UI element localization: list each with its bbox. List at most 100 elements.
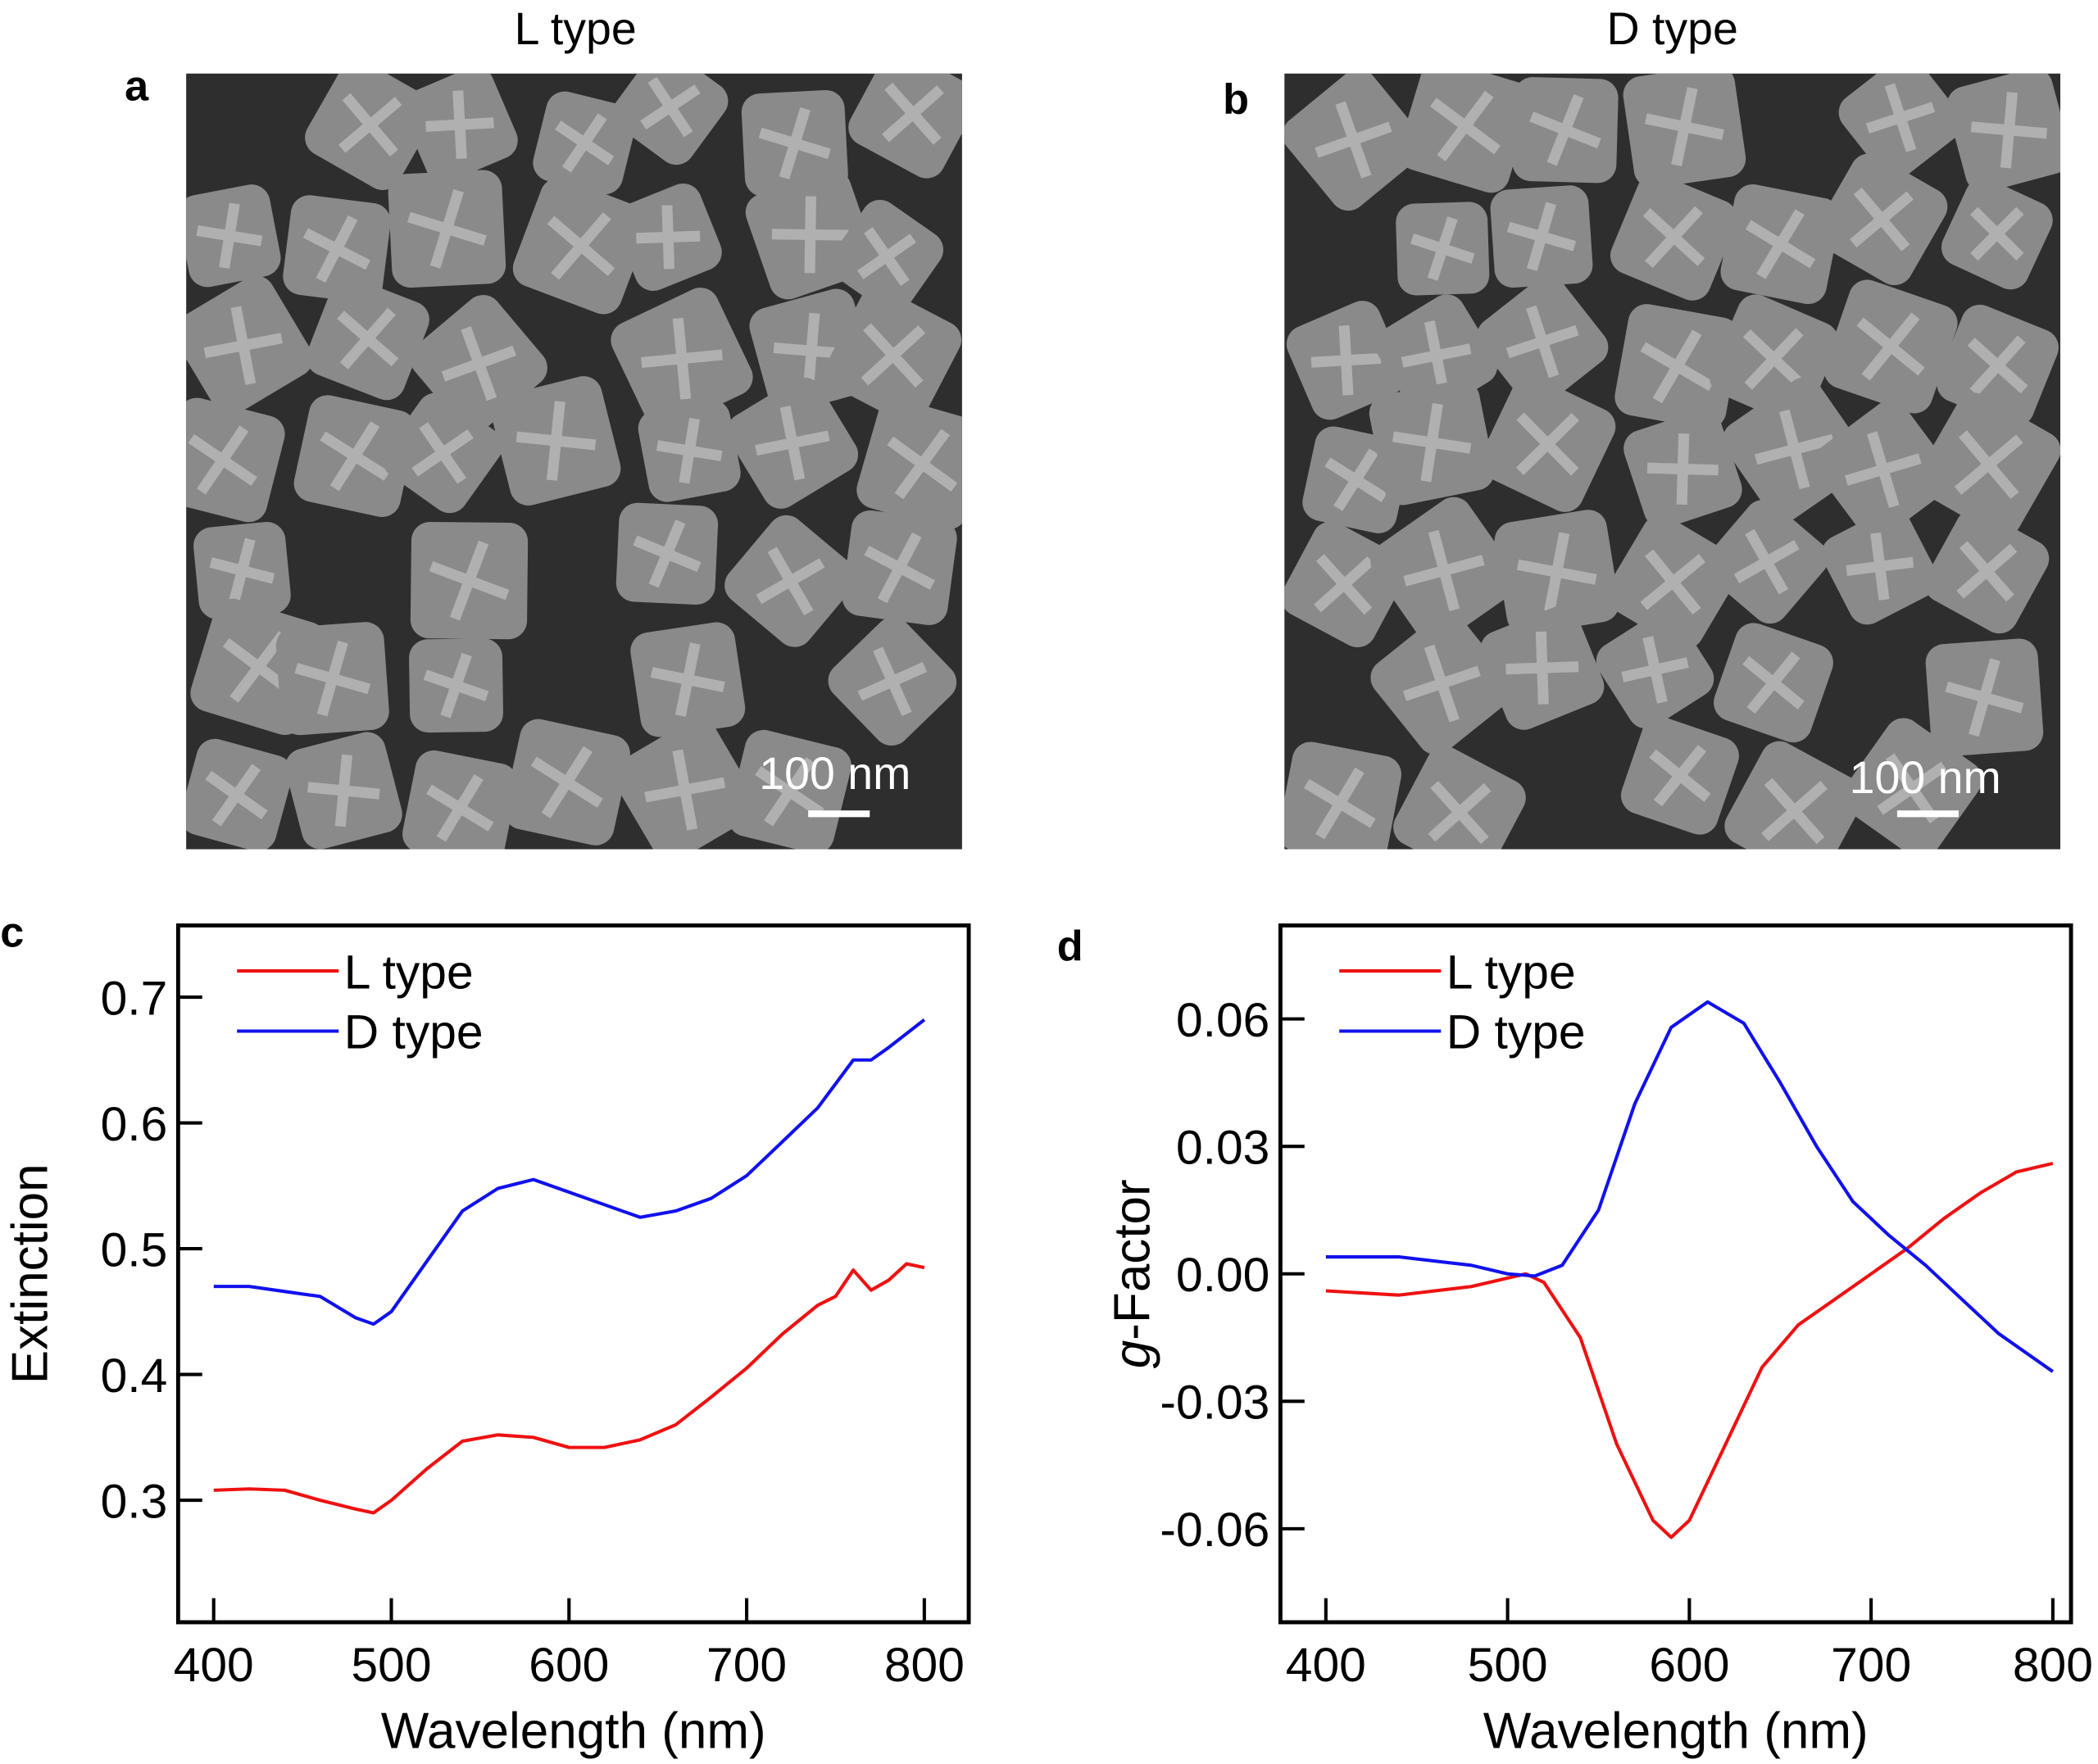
particle-ridge	[641, 317, 723, 400]
particle-ridge	[1742, 328, 1805, 390]
x-tick-label: 600	[1649, 1639, 1729, 1692]
particle-ridge	[1621, 636, 1689, 704]
y-axis-label: Extinction	[2, 1163, 58, 1384]
x-tick-label: 800	[2013, 1639, 2093, 1692]
sem-image-b: 100 nm	[1284, 73, 2061, 850]
x-tick-label: 700	[706, 1639, 787, 1692]
particle-ridge	[429, 540, 510, 621]
particle-ridge	[640, 76, 701, 138]
particle-ridge	[887, 429, 958, 500]
particle-ridge	[196, 202, 263, 270]
particle-ridge	[1516, 532, 1597, 613]
particle-ridge	[1649, 745, 1711, 807]
particle-ridge	[861, 323, 926, 388]
particle-ridge	[1755, 409, 1835, 490]
particle-ridge	[1505, 631, 1579, 705]
particle-ridge	[633, 519, 702, 588]
particle-ridge	[320, 421, 390, 492]
particle-ridge	[857, 227, 916, 286]
particle-ridge	[1428, 781, 1492, 845]
particle-ridge	[758, 107, 831, 180]
particle-ridge	[1644, 87, 1724, 167]
particle-ridge	[302, 215, 371, 283]
particle-ridge	[1970, 206, 2024, 261]
particle-ridge	[644, 749, 726, 831]
x-tick-label: 800	[884, 1639, 965, 1692]
particle-ridge	[530, 746, 603, 819]
x-tick-label: 700	[1831, 1639, 1911, 1692]
particle-ridge	[1640, 329, 1714, 404]
particle-ridge	[650, 642, 725, 717]
legend-label: L type	[1446, 945, 1576, 999]
legend-label: L type	[344, 945, 474, 999]
y-tick-label: -0.06	[1160, 1503, 1269, 1557]
legend-label: D type	[1446, 1006, 1586, 1059]
panel-c-letter: c	[0, 909, 24, 957]
sem-image-a: 100 nm	[186, 73, 962, 850]
series-line-l-type	[1325, 1161, 2054, 1540]
particle-ridge	[1733, 528, 1800, 595]
particle-ridge	[1850, 187, 1914, 252]
particle-ridge	[1642, 206, 1705, 269]
particle-ridge	[209, 537, 275, 604]
y-tick-label: -0.03	[1160, 1376, 1269, 1430]
particle-ridge	[1945, 658, 2024, 737]
particle-ridge	[1877, 753, 1947, 824]
x-tick-label: 400	[174, 1639, 254, 1692]
particle-ridge	[1429, 90, 1501, 161]
x-axis-label: Wavelength (nm)	[381, 1703, 766, 1759]
particle-ridge	[1844, 431, 1922, 509]
chart-extinction: 400 500 600 700 800 0.3 0.4 0.5 0.6 0.7 Wavelength…	[2, 923, 971, 1759]
particle-ridge	[337, 307, 399, 370]
x-tick-label: 600	[529, 1639, 609, 1692]
series-line-d-type	[213, 1018, 926, 1326]
particle-ridge	[441, 326, 516, 401]
x-tick-label: 500	[1468, 1639, 1548, 1692]
particle-ridge	[636, 205, 701, 270]
particle-ridge	[857, 646, 928, 717]
particle-ridge	[425, 90, 494, 159]
x-tick-label: 500	[351, 1639, 431, 1692]
particle-ridge	[426, 774, 494, 842]
plot-frame	[175, 923, 971, 1625]
particle-ridge	[1856, 312, 1925, 381]
particle-ridge	[882, 82, 944, 145]
panel-a-letter: a	[125, 62, 149, 110]
particle-ridge	[1303, 767, 1376, 840]
scale-bar-label-b: 100 nm	[1850, 752, 2001, 803]
particle-ridge	[1761, 778, 1828, 845]
particle-ridge	[1846, 532, 1914, 601]
legend-label: D type	[344, 1006, 484, 1059]
particle-ridge	[188, 425, 257, 495]
particle-ridge	[755, 757, 824, 827]
particle-ridge	[1515, 412, 1579, 476]
particle-ridge	[656, 417, 723, 484]
particle-ridge	[771, 196, 849, 274]
particle-ridge	[338, 93, 402, 157]
particle-ridge	[1324, 448, 1387, 511]
scale-bar-label-a: 100 nm	[759, 748, 910, 799]
x-tick-label: 400	[1286, 1639, 1366, 1692]
y-axis-label-text: Extinction	[2, 1163, 58, 1384]
particle-ridge	[755, 406, 830, 481]
particle-ridge	[555, 113, 615, 173]
particle-ridge	[1403, 529, 1485, 612]
y-tick-label: 0.3	[101, 1475, 168, 1528]
particle-ridge	[1970, 92, 2048, 169]
y-axis-label: g-Factor	[1104, 1179, 1160, 1368]
particle-ridge	[411, 422, 474, 484]
series-line-d-type	[1325, 1000, 2055, 1373]
particle-ridge	[294, 640, 371, 717]
y-tick-label: 0.4	[101, 1349, 168, 1403]
particle-ridge	[547, 211, 615, 280]
particle-ridge	[1310, 324, 1382, 396]
particle-ridge	[1505, 305, 1579, 379]
particle-ridge	[1640, 549, 1706, 615]
particle-ridge	[756, 546, 825, 616]
particle-ridge	[1314, 554, 1375, 615]
particle-ridge	[864, 532, 935, 604]
particle-ridge	[1865, 83, 1936, 152]
scale-bar-a	[808, 810, 870, 818]
particle-ridge	[406, 188, 487, 269]
y-tick-label: 0.06	[1176, 994, 1269, 1047]
